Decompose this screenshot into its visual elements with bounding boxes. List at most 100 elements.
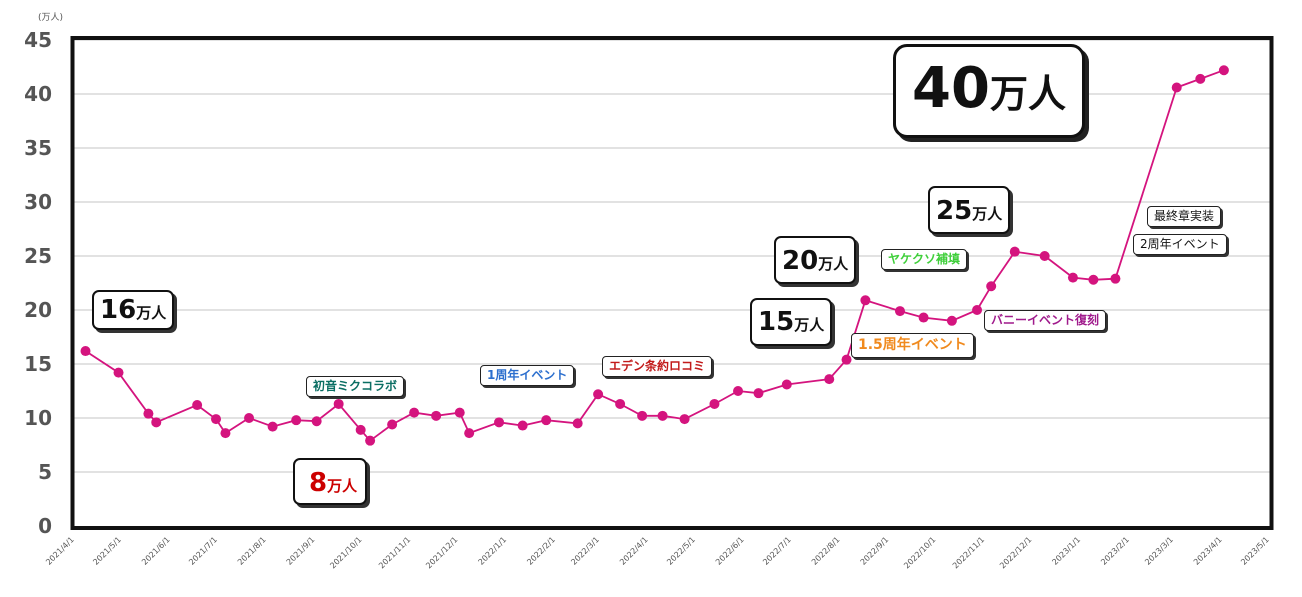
data-point — [333, 398, 344, 409]
x-tick-label: 2021/6/1 — [140, 535, 172, 567]
y-tick-label: 35 — [24, 136, 52, 160]
x-tick-label: 2022/6/1 — [714, 535, 746, 567]
data-point — [192, 400, 203, 411]
data-point — [1218, 65, 1229, 76]
data-point — [517, 420, 528, 431]
data-point — [986, 281, 997, 292]
x-tick-label: 2022/7/1 — [761, 535, 793, 567]
data-point — [781, 379, 792, 390]
y-unit-label: (万人) — [38, 12, 63, 23]
callout-unit: 万人 — [818, 255, 849, 273]
gridlines — [74, 39, 1270, 473]
x-tick-label: 2021/9/1 — [285, 535, 317, 567]
callout-15man: 15万人 — [750, 298, 833, 346]
callout-40man: 40万人 — [893, 44, 1085, 138]
data-point — [679, 414, 690, 425]
data-point — [572, 418, 583, 429]
annotation-1-5-anniversary: 1.5周年イベント — [851, 333, 974, 359]
data-point — [454, 407, 465, 418]
data-point — [151, 417, 162, 428]
x-tick-label: 2023/2/1 — [1099, 535, 1131, 567]
y-tick-label: 15 — [24, 352, 52, 376]
callout-number: 20 — [782, 246, 819, 276]
x-tick-label: 2022/4/1 — [618, 535, 650, 567]
data-point — [1110, 273, 1121, 284]
y-tick-label: 25 — [24, 244, 52, 268]
data-point — [1067, 272, 1078, 283]
data-point — [733, 386, 744, 396]
callout-number: 40 — [912, 56, 990, 121]
data-point — [824, 374, 835, 385]
data-point — [244, 413, 255, 423]
x-tick-label: 2021/7/1 — [187, 535, 219, 567]
data-point — [841, 354, 852, 365]
data-point — [593, 389, 604, 400]
plot-frame — [70, 36, 1274, 530]
data-point — [267, 421, 278, 432]
y-tick-label: 40 — [24, 82, 52, 106]
x-axis-ticks: 2021/4/1 2021/5/1 2021/6/1 2021/7/1 2021/8/1… — [44, 535, 1271, 570]
data-point — [355, 424, 366, 435]
y-tick-label: 0 — [38, 514, 52, 538]
callout-16man: 16万人 — [92, 290, 175, 330]
data-point — [1088, 274, 1099, 285]
callout-number: 25 — [936, 196, 973, 226]
callout-unit: 万人 — [989, 72, 1066, 116]
data-point — [291, 415, 302, 426]
y-tick-label: 45 — [24, 28, 52, 52]
data-point — [365, 435, 376, 446]
data-point — [211, 414, 222, 425]
x-tick-label: 2021/4/1 — [44, 535, 76, 567]
data-point — [894, 306, 905, 317]
callout-number: 16 — [100, 295, 137, 325]
data-point — [143, 408, 154, 419]
data-point — [1039, 251, 1050, 261]
x-tick-label: 2022/12/1 — [998, 535, 1033, 570]
x-tick-label: 2022/5/1 — [665, 535, 697, 567]
data-point — [311, 416, 322, 427]
x-tick-label: 2022/2/1 — [525, 535, 557, 567]
x-tick-label: 2023/4/1 — [1192, 535, 1224, 567]
data-point — [387, 419, 398, 430]
y-tick-label: 5 — [38, 460, 52, 484]
x-tick-label: 2021/12/1 — [424, 535, 459, 570]
data-point — [637, 410, 648, 421]
data-point — [657, 410, 668, 421]
annotation-compensation: ヤケクソ補填 — [881, 249, 968, 271]
data-point — [972, 305, 983, 315]
data-point — [1171, 82, 1182, 93]
callout-number: 15 — [758, 307, 795, 337]
callout-20man: 20万人 — [774, 236, 857, 284]
callout-8man: 8万人 — [293, 458, 368, 505]
data-points — [80, 65, 1229, 446]
data-point — [494, 417, 505, 428]
x-tick-label: 2022/8/1 — [810, 535, 842, 567]
x-tick-label: 2021/8/1 — [236, 535, 268, 567]
x-tick-label: 2023/1/1 — [1050, 535, 1082, 567]
data-point — [918, 312, 929, 323]
callout-unit: 万人 — [972, 205, 1003, 223]
data-point — [1195, 73, 1206, 84]
data-point — [1009, 246, 1020, 257]
annotation-bunny-event: バニーイベント復刻 — [984, 310, 1107, 332]
x-tick-label: 2021/11/1 — [377, 535, 412, 570]
x-tick-label: 2021/5/1 — [91, 535, 123, 567]
x-tick-label: 2022/11/1 — [951, 535, 986, 570]
data-point — [464, 428, 475, 439]
x-tick-label: 2022/9/1 — [859, 535, 891, 567]
data-point — [113, 367, 124, 378]
y-tick-label: 20 — [24, 298, 52, 322]
callout-25man: 25万人 — [928, 186, 1011, 234]
data-point — [80, 346, 91, 357]
y-tick-label: 10 — [24, 406, 52, 430]
x-tick-label: 2022/10/1 — [902, 535, 937, 570]
callout-number: 8 — [309, 468, 328, 498]
x-tick-label: 2021/10/1 — [328, 535, 363, 570]
y-tick-label: 30 — [24, 190, 52, 214]
x-tick-label: 2022/1/1 — [477, 535, 509, 567]
callout-unit: 万人 — [136, 304, 167, 322]
annotation-miku-collab: 初音ミクコラボ — [306, 376, 405, 398]
data-point — [541, 415, 552, 426]
annotation-eden-treaty: エデン条約ロコミ — [602, 356, 713, 378]
y-axis-ticks: 0 5 10 15 20 25 30 35 40 45 — [24, 28, 52, 538]
